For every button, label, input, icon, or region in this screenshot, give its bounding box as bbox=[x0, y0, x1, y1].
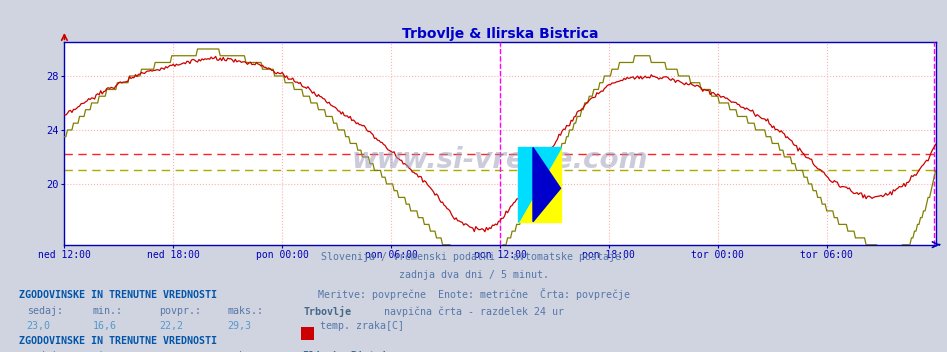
Text: sedaj:: sedaj: bbox=[27, 351, 63, 352]
Text: Slovenija / vremenski podatki - avtomatske postaje.: Slovenija / vremenski podatki - avtomats… bbox=[320, 252, 627, 262]
Polygon shape bbox=[518, 147, 561, 222]
Text: maks.:: maks.: bbox=[227, 351, 263, 352]
Text: povpr.:: povpr.: bbox=[159, 306, 201, 316]
Text: Ilirska Bistrica: Ilirska Bistrica bbox=[303, 351, 399, 352]
Text: 22,2: 22,2 bbox=[159, 321, 183, 331]
Text: Trbovlje: Trbovlje bbox=[303, 306, 351, 317]
Text: maks.:: maks.: bbox=[227, 306, 263, 316]
Text: min.:: min.: bbox=[93, 306, 123, 316]
Text: 29,3: 29,3 bbox=[227, 321, 251, 331]
Text: ZGODOVINSKE IN TRENUTNE VREDNOSTI: ZGODOVINSKE IN TRENUTNE VREDNOSTI bbox=[19, 336, 217, 346]
Text: www.si-vreme.com: www.si-vreme.com bbox=[351, 146, 649, 174]
Text: min.:: min.: bbox=[93, 351, 123, 352]
Title: Trbovlje & Ilirska Bistrica: Trbovlje & Ilirska Bistrica bbox=[402, 27, 599, 41]
Text: povpr.:: povpr.: bbox=[159, 351, 201, 352]
Text: Meritve: povprečne  Enote: metrične  Črta: povprečje: Meritve: povprečne Enote: metrične Črta:… bbox=[317, 288, 630, 300]
Text: 23,0: 23,0 bbox=[27, 321, 50, 331]
Polygon shape bbox=[533, 147, 561, 222]
Text: ZGODOVINSKE IN TRENUTNE VREDNOSTI: ZGODOVINSKE IN TRENUTNE VREDNOSTI bbox=[19, 290, 217, 300]
Text: sedaj:: sedaj: bbox=[27, 306, 63, 316]
Text: zadnja dva dni / 5 minut.: zadnja dva dni / 5 minut. bbox=[399, 270, 548, 280]
Polygon shape bbox=[518, 147, 561, 222]
Text: navpična črta - razdelek 24 ur: navpična črta - razdelek 24 ur bbox=[384, 307, 563, 317]
Text: temp. zraka[C]: temp. zraka[C] bbox=[320, 321, 404, 331]
Text: 16,6: 16,6 bbox=[93, 321, 116, 331]
